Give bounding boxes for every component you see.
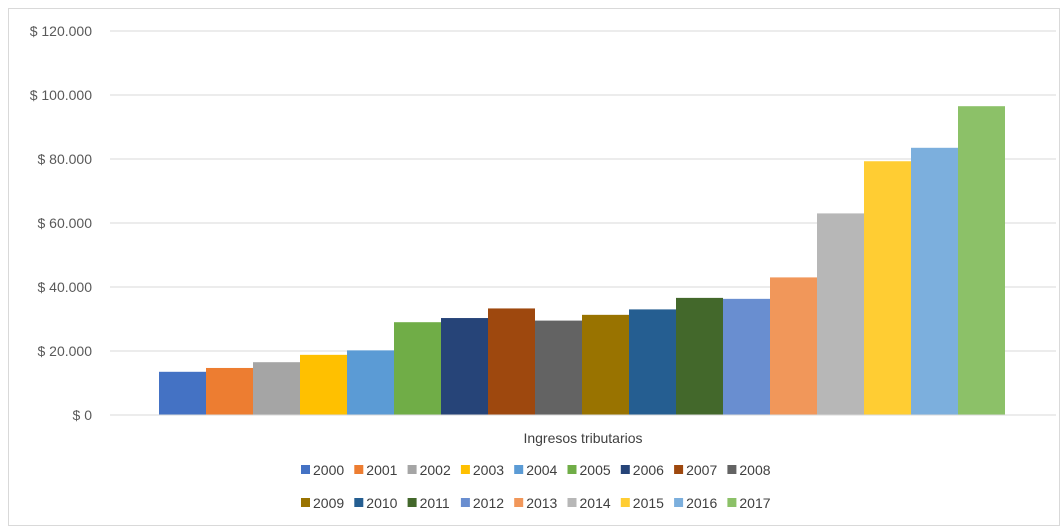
bar-2017 — [958, 106, 1005, 415]
legend-swatch-2001 — [354, 465, 364, 474]
legend-label-2003: 2003 — [473, 462, 504, 478]
legend-label-2011: 2011 — [420, 495, 450, 511]
bar-2016 — [911, 147, 958, 416]
legend-label-2006: 2006 — [633, 462, 664, 478]
legend-label-2014: 2014 — [580, 495, 611, 511]
bar-2007 — [488, 308, 535, 415]
bar-2006 — [441, 318, 488, 415]
legend-swatch-2000 — [301, 465, 310, 474]
legend-label-2010: 2010 — [366, 495, 397, 511]
legend-swatch-2016 — [674, 498, 684, 507]
bar-2009 — [582, 314, 629, 415]
bar-2005 — [394, 322, 441, 415]
bar-2012 — [723, 298, 770, 415]
y-tick-label: $ 0 — [73, 407, 93, 423]
legend: 2000 2001 2002 2003 2004 2005 2006 2007 2008 2009… — [301, 462, 771, 511]
legend-label-2008: 2008 — [739, 462, 770, 478]
legend-swatch-2014 — [567, 498, 577, 507]
legend-swatch-2007 — [674, 465, 684, 474]
bar-2001 — [206, 367, 253, 415]
legend-label-2016: 2016 — [686, 495, 717, 511]
legend-swatch-2015 — [620, 498, 630, 507]
legend-swatch-2003 — [460, 465, 470, 474]
legend-label-2005: 2005 — [580, 462, 611, 478]
legend-swatch-2011 — [407, 498, 417, 507]
legend-label-2002: 2002 — [420, 462, 451, 478]
legend-swatch-2009 — [301, 498, 310, 507]
chart-area — [8, 8, 1060, 526]
legend-label-2001: 2001 — [366, 462, 397, 478]
legend-label-2000: 2000 — [313, 462, 344, 478]
legend-swatch-2012 — [460, 498, 470, 507]
bars — [159, 106, 1005, 416]
legend-label-2015: 2015 — [633, 495, 664, 511]
bar-2013 — [770, 277, 817, 415]
legend-label-2009: 2009 — [313, 495, 344, 511]
y-tick-label: $ 40.000 — [38, 279, 93, 295]
legend-swatch-2017 — [727, 498, 737, 507]
bar-2002 — [253, 362, 300, 415]
legend-swatch-2004 — [514, 465, 524, 474]
y-tick-label: $ 20.000 — [38, 343, 93, 359]
legend-swatch-2008 — [727, 465, 737, 474]
x-category-label: Ingresos tributarios — [523, 430, 642, 446]
legend-label-2007: 2007 — [686, 462, 717, 478]
legend-label-2017: 2017 — [739, 495, 770, 511]
legend-label-2013: 2013 — [526, 495, 557, 511]
legend-label-2012: 2012 — [473, 495, 504, 511]
bar-2003 — [300, 354, 347, 415]
bar-2004 — [347, 350, 394, 415]
y-tick-label: $ 60.000 — [38, 215, 93, 231]
y-axis-tick-labels: $ 0 $ 20.000 $ 40.000 $ 60.000 $ 80.000 $ 100… — [30, 23, 93, 423]
bar-2008 — [535, 320, 582, 415]
legend-swatch-2010 — [354, 498, 364, 507]
legend-swatch-2002 — [407, 465, 417, 474]
bar-2011 — [676, 297, 723, 415]
y-tick-label: $ 80.000 — [38, 151, 93, 167]
y-tick-label: $ 100.000 — [30, 87, 92, 103]
legend-swatch-2005 — [567, 465, 577, 474]
bar-2000 — [159, 371, 206, 415]
legend-swatch-2013 — [514, 498, 524, 507]
legend-label-2004: 2004 — [526, 462, 557, 478]
legend-swatch-2006 — [620, 465, 630, 474]
y-tick-label: $ 120.000 — [30, 23, 92, 39]
bar-2010 — [629, 309, 676, 415]
bar-2014 — [817, 213, 864, 415]
bar-2015 — [864, 161, 911, 415]
